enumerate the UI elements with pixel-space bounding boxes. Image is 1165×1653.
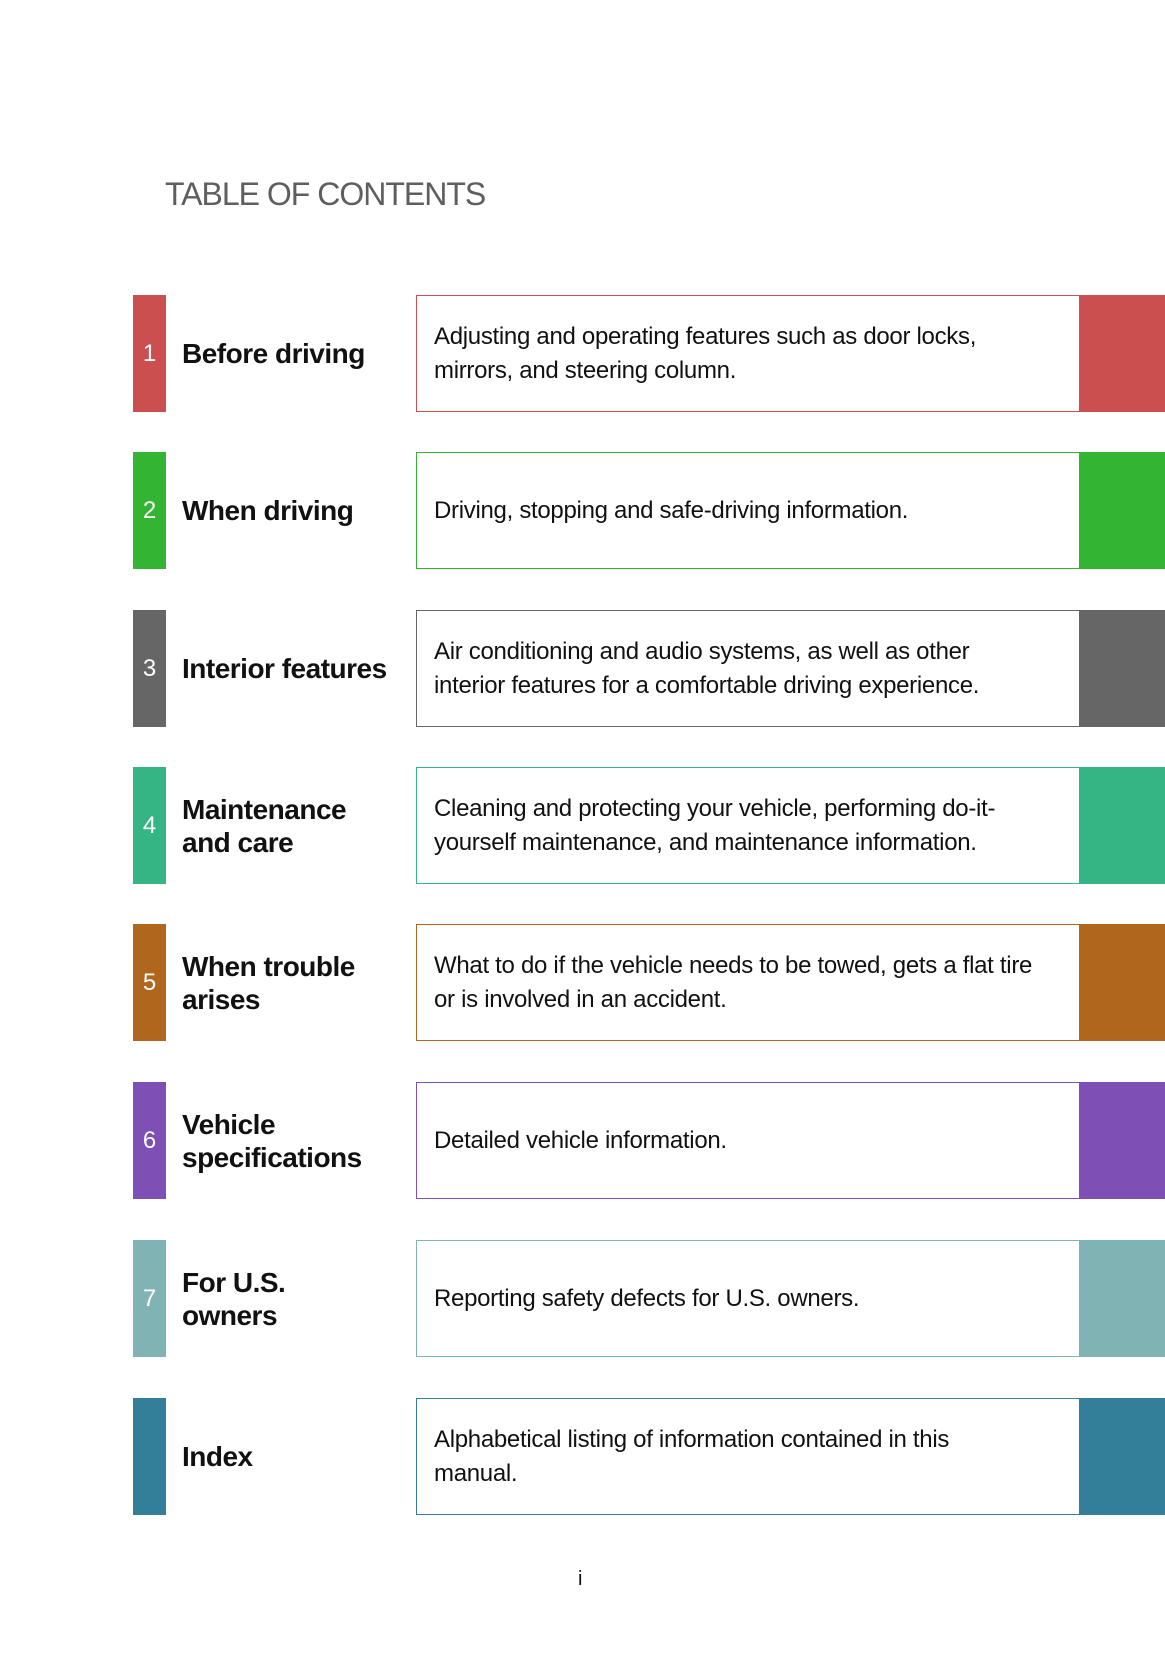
section-color-tab[interactable] (1079, 295, 1165, 412)
section-description: Detailed vehicle information. (416, 1082, 1079, 1199)
section-color-tab[interactable] (1079, 924, 1165, 1041)
toc-section[interactable]: 3 Interior features Air conditioning and a… (0, 610, 1165, 727)
section-title-line: Before driving (182, 338, 365, 369)
section-title-line: arises (182, 983, 260, 1015)
section-title[interactable]: Interior features (182, 610, 402, 727)
section-title[interactable]: For U.S. owners (182, 1240, 402, 1357)
section-title[interactable]: Index (182, 1398, 402, 1515)
section-color-tab[interactable] (1079, 452, 1165, 569)
section-title-line: Interior features (182, 653, 387, 684)
section-number-tab[interactable]: 1 (133, 295, 166, 412)
section-title[interactable]: Maintenance and care (182, 767, 402, 884)
section-description: Cleaning and protecting your vehicle, pe… (416, 767, 1079, 884)
section-description: Air conditioning and audio systems, as w… (416, 610, 1079, 727)
section-title[interactable]: When trouble arises (182, 924, 402, 1041)
section-title[interactable]: Before driving (182, 295, 402, 412)
section-description: Adjusting and operating features such as… (416, 295, 1079, 412)
description-line: Detailed vehicle information. (434, 1126, 727, 1154)
section-description: Reporting safety defects for U.S. owners… (416, 1240, 1079, 1357)
toc-section[interactable]: 7 For U.S. owners Reporting safety defects … (0, 1240, 1165, 1357)
description-line: What to do if the vehicle needs to be to… (434, 951, 1033, 979)
section-title-line: When trouble (182, 950, 355, 982)
section-title-line: For U.S. (182, 1266, 286, 1298)
section-title-line: Maintenance (182, 793, 347, 825)
section-number-tab[interactable]: 6 (133, 1082, 166, 1199)
toc-section[interactable]: 6 Vehicle specifications Detailed vehicle i… (0, 1082, 1165, 1199)
section-title-line: specifications (182, 1141, 362, 1173)
toc-section[interactable]: 5 When trouble arises What to do if the veh… (0, 924, 1165, 1041)
section-number-tab[interactable] (133, 1398, 166, 1515)
section-color-tab[interactable] (1079, 1240, 1165, 1357)
description-line: Cleaning and protecting your vehicle, pe… (434, 794, 996, 822)
section-description: What to do if the vehicle needs to be to… (416, 924, 1079, 1041)
section-color-tab[interactable] (1079, 610, 1165, 727)
toc-section[interactable]: 1 Before driving Adjusting and operating f… (0, 295, 1165, 412)
section-color-tab[interactable] (1079, 1082, 1165, 1199)
description-line: interior features for a comfortable driv… (434, 671, 980, 699)
section-color-tab[interactable] (1079, 767, 1165, 884)
section-title-line: owners (182, 1299, 278, 1331)
description-line: mirrors, and steering column. (434, 356, 737, 384)
page-number: i (578, 1568, 583, 1590)
section-color-tab[interactable] (1079, 1398, 1165, 1515)
section-number-tab[interactable]: 7 (133, 1240, 166, 1357)
description-line: Reporting safety defects for U.S. owners… (434, 1284, 860, 1312)
description-line: manual. (434, 1459, 518, 1487)
description-line: Alphabetical listing of information cont… (434, 1425, 950, 1453)
section-title[interactable]: When driving (182, 452, 402, 569)
section-title[interactable]: Vehicle specifications (182, 1082, 402, 1199)
section-title-line: Index (182, 1441, 253, 1472)
description-line: yourself maintenance, and maintenance in… (434, 828, 977, 856)
description-line: Air conditioning and audio systems, as w… (434, 637, 970, 665)
section-description: Driving, stopping and safe-driving infor… (416, 452, 1079, 569)
description-line: or is involved in an accident. (434, 985, 727, 1013)
section-number-tab[interactable]: 2 (133, 452, 166, 569)
section-title-line: and care (182, 826, 294, 858)
toc-section[interactable]: 4 Maintenance and care Cleaning and protect… (0, 767, 1165, 884)
section-title-line: When driving (182, 495, 354, 526)
section-number-tab[interactable]: 5 (133, 924, 166, 1041)
section-title-line: Vehicle (182, 1108, 276, 1140)
toc-section[interactable]: 2 When driving Driving, stopping and safe-… (0, 452, 1165, 569)
description-line: Driving, stopping and safe-driving infor… (434, 496, 909, 524)
section-number-tab[interactable]: 4 (133, 767, 166, 884)
section-number-tab[interactable]: 3 (133, 610, 166, 727)
page-title: TABLE OF CONTENTS (165, 176, 486, 212)
section-description: Alphabetical listing of information cont… (416, 1398, 1079, 1515)
description-line: Adjusting and operating features such as… (434, 322, 977, 350)
toc-section[interactable]: Index Alphabetical listing of information… (0, 1398, 1165, 1515)
